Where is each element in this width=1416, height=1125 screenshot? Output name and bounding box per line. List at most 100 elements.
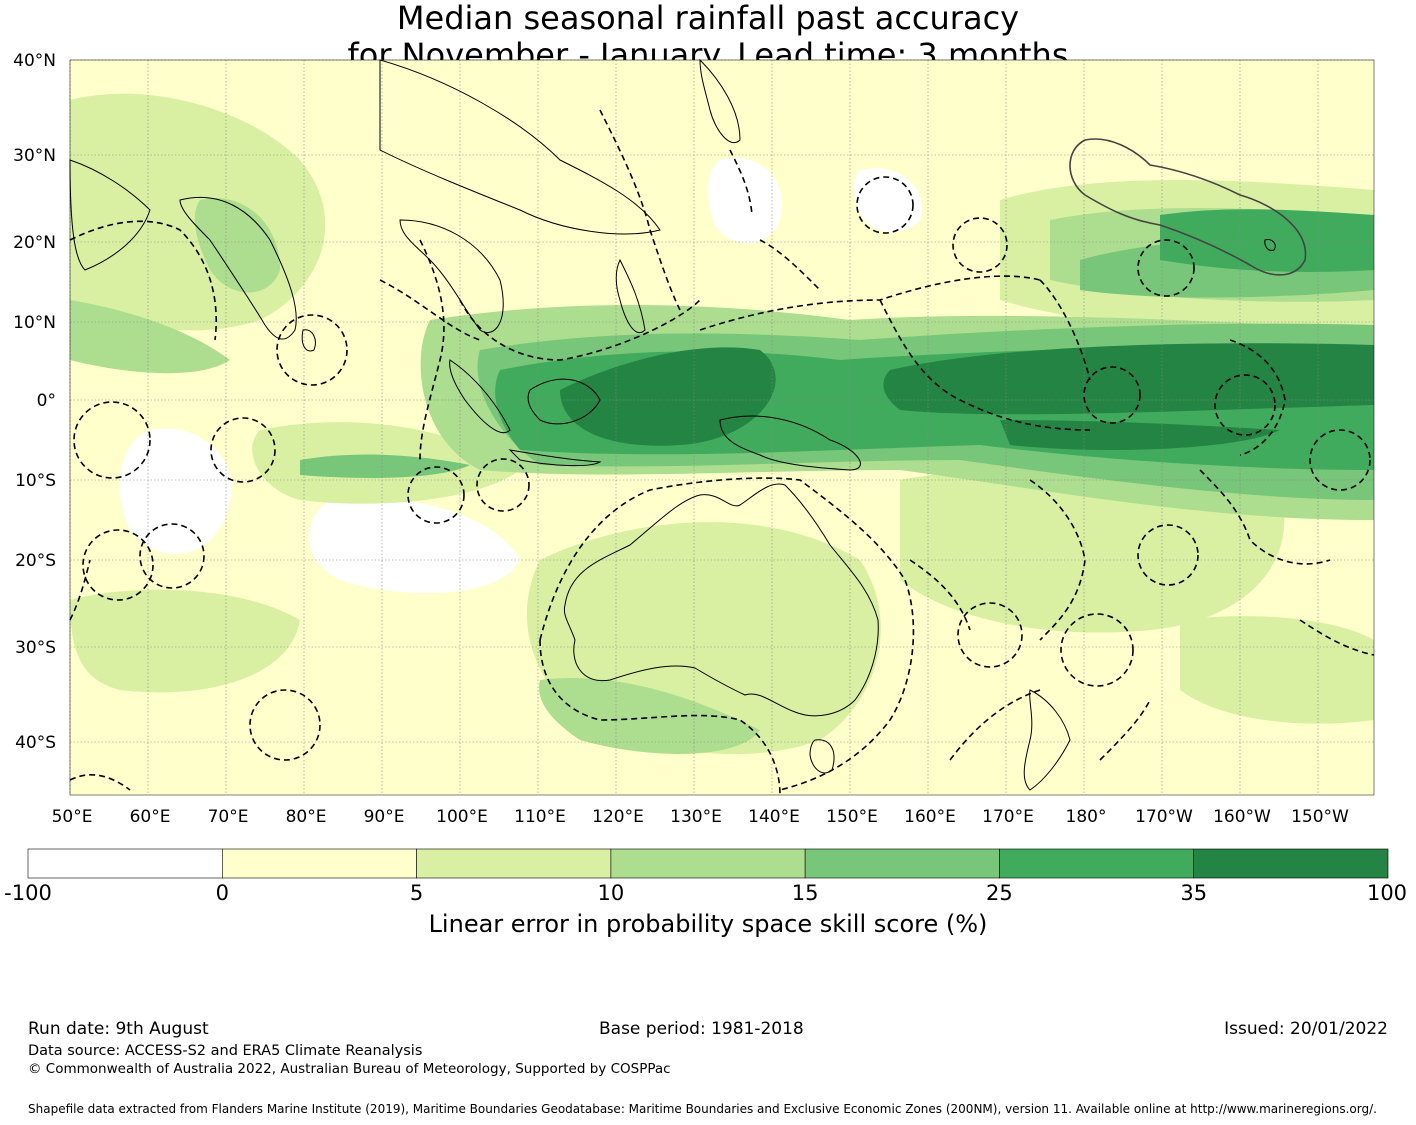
lon-label: 170°E xyxy=(982,807,1034,827)
eez-circle xyxy=(249,689,321,761)
eez-line xyxy=(459,299,701,361)
colorbar-title: Linear error in probability space skill … xyxy=(429,910,988,938)
eez-boundaries xyxy=(69,109,1375,796)
hawaii-eez-outline xyxy=(1069,138,1307,276)
eez-line xyxy=(69,559,91,621)
eez-line xyxy=(879,299,1091,431)
eez-circle xyxy=(276,314,348,386)
lon-label: 90°E xyxy=(364,807,405,827)
eez-circle xyxy=(210,417,276,483)
australia-coast xyxy=(563,483,879,717)
skill-map: 40°N 30°N 20°N 10°N 0° 10°S 20°S 30°S 40… xyxy=(4,51,1407,938)
skill-35-100-patch xyxy=(560,347,776,446)
lon-label: 120°E xyxy=(592,807,644,827)
eez-circle xyxy=(856,176,914,234)
eez-circle xyxy=(1137,239,1195,297)
lat-label: 20°S xyxy=(15,551,56,571)
eez-circle xyxy=(139,523,205,589)
lat-label: 40°S xyxy=(15,733,56,753)
colorbar-segment xyxy=(999,848,1195,879)
lon-label: 160°W xyxy=(1213,807,1271,827)
map-frame xyxy=(69,59,1375,796)
eez-line xyxy=(949,689,1041,761)
eez-circle xyxy=(407,466,465,524)
colorbar-segment xyxy=(610,848,806,879)
eez-line xyxy=(1099,699,1151,761)
skill-5-10-patch xyxy=(900,469,1285,633)
copyright-notice: © Commonwealth of Australia 2022, Austra… xyxy=(28,1061,671,1077)
run-date: Run date: 9th August xyxy=(28,1019,209,1039)
sumatra-coast xyxy=(449,359,511,434)
eez-line xyxy=(1299,619,1375,656)
new-guinea-coast xyxy=(719,415,861,471)
hawaii-coast xyxy=(1264,239,1276,251)
eez-line xyxy=(599,109,681,311)
colorbar-tick-label: -100 xyxy=(4,881,52,905)
eez-line xyxy=(909,559,971,631)
colorbar-segment xyxy=(804,848,1000,879)
lon-label: 50°E xyxy=(52,807,93,827)
lon-label: 100°E xyxy=(436,807,488,827)
sri-lanka-coast xyxy=(301,329,316,352)
latitude-labels: 40°N 30°N 20°N 10°N 0° 10°S 20°S 30°S 40… xyxy=(13,51,56,753)
lat-label: 30°N xyxy=(13,146,56,166)
eez-line xyxy=(69,774,131,791)
china-coast xyxy=(379,59,661,235)
eez-line xyxy=(539,477,915,791)
lon-label: 150°W xyxy=(1291,807,1349,827)
philippines-coast xyxy=(615,258,646,333)
lat-label: 30°S xyxy=(15,638,56,658)
java-coast xyxy=(508,449,602,467)
skill-10-15-patch xyxy=(539,678,760,754)
lon-label: 80°E xyxy=(286,807,327,827)
lon-label: 110°E xyxy=(514,807,566,827)
eez-line xyxy=(1029,479,1086,641)
eez-line xyxy=(379,279,481,341)
colorbar-tick-label: 100 xyxy=(1367,881,1407,905)
lat-label: 20°N xyxy=(13,233,56,253)
eez-line xyxy=(1039,279,1091,381)
tasmania-coast xyxy=(809,739,835,774)
skill-35-100-patch xyxy=(1000,420,1280,450)
data-source: Data source: ACCESS-S2 and ERA5 Climate … xyxy=(28,1043,423,1059)
lon-label: 150°E xyxy=(826,807,878,827)
base-period: Base period: 1981-2018 xyxy=(599,1019,804,1039)
colorbar-segment xyxy=(27,848,223,879)
skill-5-10-patch xyxy=(1180,616,1374,724)
eez-line xyxy=(69,220,218,341)
eez-circle xyxy=(957,602,1023,668)
skill-25-35-patch xyxy=(1160,209,1374,272)
lat-label: 10°N xyxy=(13,313,56,333)
eez-circle xyxy=(952,217,1008,273)
skill-10-15-patch xyxy=(70,300,230,374)
negative-skill-patch xyxy=(708,158,782,244)
eez-line xyxy=(729,149,753,216)
eez-line xyxy=(1229,339,1286,456)
eez-line xyxy=(699,275,1041,331)
eez-circle xyxy=(1083,366,1141,424)
negative-skill-patch xyxy=(308,498,520,594)
eez-line xyxy=(539,639,781,796)
japan-coast xyxy=(699,58,741,143)
lon-label: 140°E xyxy=(748,807,800,827)
longitude-labels: 50°E 60°E 70°E 80°E 90°E 100°E 110°E 120… xyxy=(52,807,1350,827)
lon-label: 70°E xyxy=(208,807,249,827)
skill-10-15-patch xyxy=(194,198,280,293)
negative-skill-patch xyxy=(853,168,922,233)
borneo-coast xyxy=(527,378,601,425)
lon-label: 130°E xyxy=(670,807,722,827)
colorbar-tick-label: 5 xyxy=(410,881,423,905)
colorbar-tick-label: 10 xyxy=(598,881,625,905)
colorbar-tick-label: 15 xyxy=(792,881,819,905)
eez-circle xyxy=(1214,374,1276,436)
lon-label: 170°W xyxy=(1135,807,1193,827)
new-zealand-coast xyxy=(1023,689,1071,791)
eez-circle xyxy=(73,401,151,479)
skill-field xyxy=(70,93,1374,755)
colorbar: -100 0 5 10 15 25 35 100 Linear error in… xyxy=(4,848,1407,938)
lon-label: 160°E xyxy=(904,807,956,827)
negative-skill-patch xyxy=(119,428,232,554)
colorbar-tick-label: 25 xyxy=(986,881,1013,905)
lon-label: 180° xyxy=(1066,807,1107,827)
lat-label: 40°N xyxy=(13,51,56,71)
